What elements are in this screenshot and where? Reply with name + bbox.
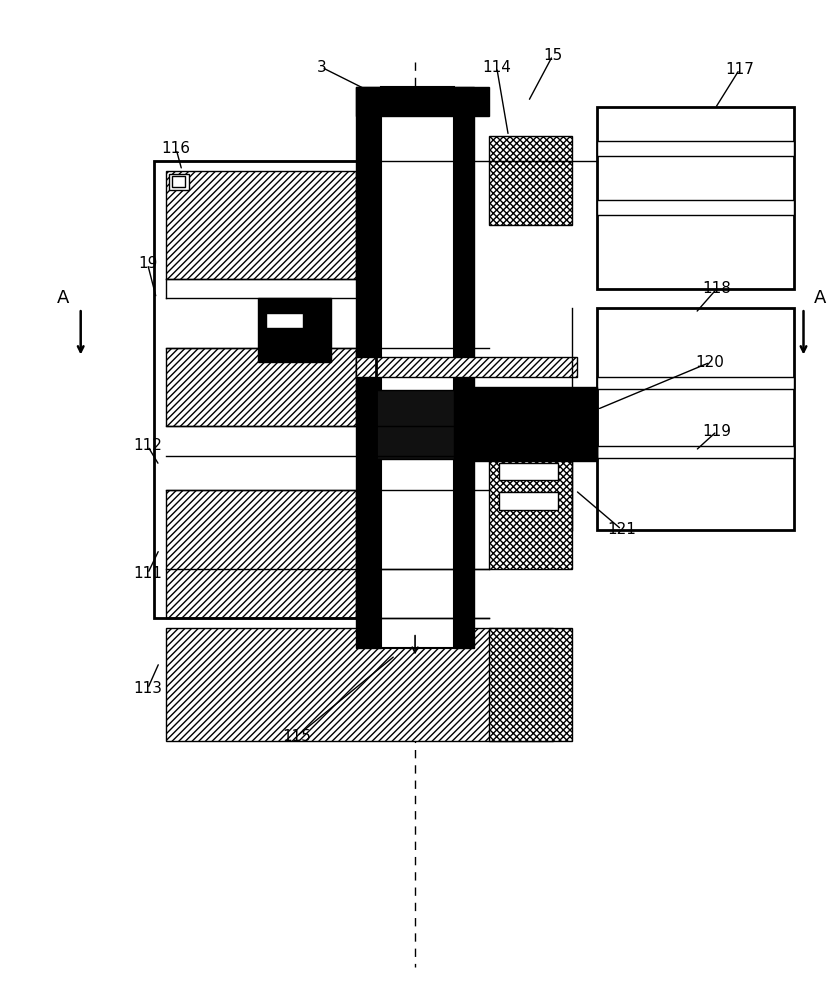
Text: 114: 114 bbox=[482, 60, 511, 75]
Bar bbox=[488, 136, 572, 225]
Bar bbox=[596, 446, 793, 458]
Bar bbox=[454, 387, 596, 461]
Text: 15: 15 bbox=[543, 48, 562, 63]
Bar bbox=[375, 392, 582, 456]
Bar bbox=[169, 174, 189, 190]
Bar bbox=[166, 628, 552, 741]
Bar bbox=[375, 390, 454, 459]
Text: 118: 118 bbox=[701, 281, 731, 296]
Bar bbox=[265, 313, 303, 328]
Text: 19: 19 bbox=[138, 256, 157, 271]
Bar bbox=[488, 628, 572, 741]
Bar bbox=[380, 87, 454, 648]
Text: 111: 111 bbox=[133, 566, 162, 581]
Bar bbox=[498, 463, 557, 480]
Bar bbox=[498, 492, 557, 510]
Bar bbox=[172, 176, 185, 187]
Text: 120: 120 bbox=[695, 355, 724, 370]
Bar bbox=[596, 377, 793, 389]
Bar bbox=[355, 87, 488, 116]
Text: A: A bbox=[813, 289, 825, 307]
Bar bbox=[596, 200, 793, 215]
Text: 116: 116 bbox=[161, 141, 191, 156]
Bar bbox=[166, 490, 355, 618]
Bar bbox=[166, 348, 355, 426]
Text: 119: 119 bbox=[701, 424, 731, 439]
Text: 121: 121 bbox=[606, 522, 635, 537]
Bar bbox=[596, 308, 793, 530]
Text: 113: 113 bbox=[133, 681, 162, 696]
Bar bbox=[155, 161, 375, 618]
Bar bbox=[166, 171, 355, 279]
Text: 115: 115 bbox=[283, 729, 311, 744]
Text: 3: 3 bbox=[316, 60, 326, 75]
Text: 112: 112 bbox=[133, 438, 162, 453]
Bar bbox=[355, 357, 577, 377]
Bar bbox=[488, 456, 572, 569]
Bar bbox=[574, 390, 596, 459]
Text: A: A bbox=[57, 289, 69, 307]
Bar bbox=[355, 87, 380, 648]
Bar bbox=[257, 298, 331, 362]
Bar bbox=[454, 87, 473, 648]
Bar bbox=[596, 107, 793, 289]
Text: 117: 117 bbox=[724, 62, 753, 77]
Bar bbox=[596, 141, 793, 156]
